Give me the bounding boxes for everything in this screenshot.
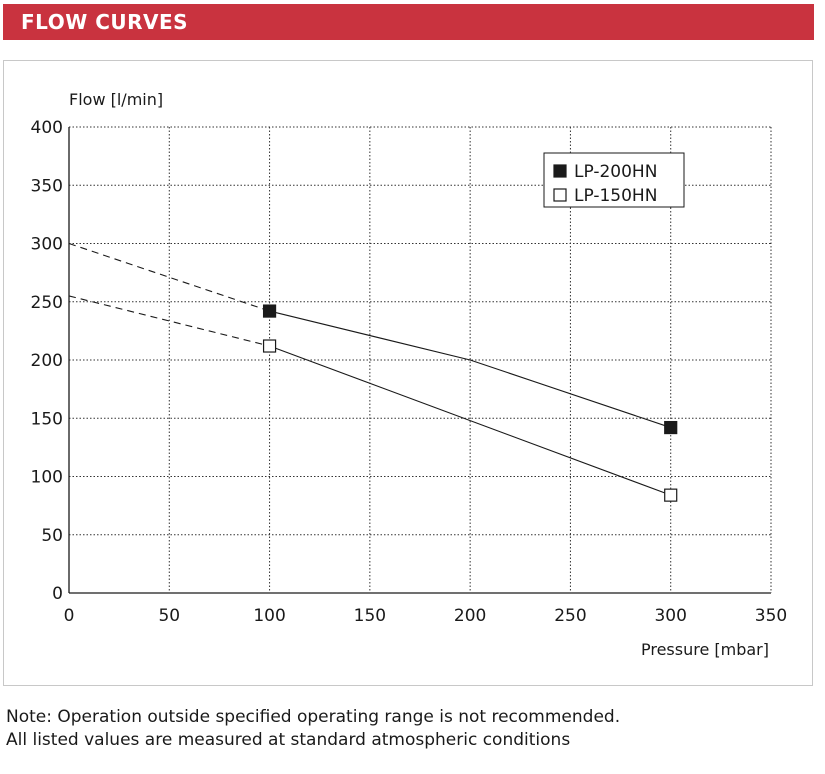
legend: LP-200HN LP-150HN — [543, 152, 685, 208]
y-tick-label: 150 — [31, 409, 63, 429]
legend-filled-square-icon — [553, 164, 567, 178]
legend-box — [543, 152, 685, 208]
y-tick-label: 100 — [31, 468, 63, 488]
x-tick-label: 100 — [253, 606, 285, 626]
x-tick-label: 0 — [64, 606, 75, 626]
filled-square-marker — [664, 420, 678, 435]
y-tick-label: 250 — [31, 293, 63, 313]
series-lp-150hn — [68, 295, 678, 502]
x-tick-label: 350 — [755, 606, 787, 626]
footnote: Note: Operation outside specified operat… — [6, 706, 620, 752]
series-line — [269, 310, 671, 429]
chart-frame: 0 50 100 150 200 250 300 350 400 0 50 100 150 200 250 3… — [3, 60, 813, 686]
filled-square-marker — [262, 304, 277, 318]
series-lp-200hn — [68, 242, 678, 435]
grid — [69, 126, 772, 593]
y-tick-label: 200 — [31, 351, 63, 371]
tick-labels: 0 50 100 150 200 250 300 350 400 0 50 100 150 200 250 3… — [31, 118, 788, 626]
extrapolation-line — [68, 295, 270, 347]
y-tick-label: 400 — [31, 118, 63, 138]
y-tick-label: 50 — [41, 526, 63, 546]
open-square-marker — [664, 488, 678, 502]
legend-open-square-icon — [553, 188, 567, 202]
x-tick-label: 150 — [354, 606, 386, 626]
footnote-line-2: All listed values are measured at standa… — [6, 730, 571, 750]
section-title: FLOW CURVES — [21, 10, 189, 34]
x-tick-label: 50 — [158, 606, 180, 626]
series — [68, 242, 678, 502]
x-tick-label: 200 — [454, 606, 486, 626]
open-square-marker — [262, 339, 277, 353]
section-header: FLOW CURVES — [3, 4, 814, 40]
footnote-line-1: Note: Operation outside specified operat… — [6, 707, 621, 727]
y-tick-label: 0 — [52, 584, 63, 604]
series-line — [269, 345, 671, 496]
x-tick-label: 250 — [554, 606, 586, 626]
y-tick-label: 300 — [31, 235, 63, 255]
flow-curves-chart: 0 50 100 150 200 250 300 350 400 0 50 100 150 200 250 3… — [31, 90, 788, 659]
axes — [68, 127, 771, 594]
legend-label: LP-200HN — [574, 162, 657, 182]
x-axis-label: Pressure [mbar] — [641, 640, 769, 659]
x-tick-label: 300 — [654, 606, 686, 626]
y-tick-label: 350 — [31, 176, 63, 196]
y-axis-label: Flow [l/min] — [69, 90, 163, 109]
legend-label: LP-150HN — [574, 186, 657, 206]
